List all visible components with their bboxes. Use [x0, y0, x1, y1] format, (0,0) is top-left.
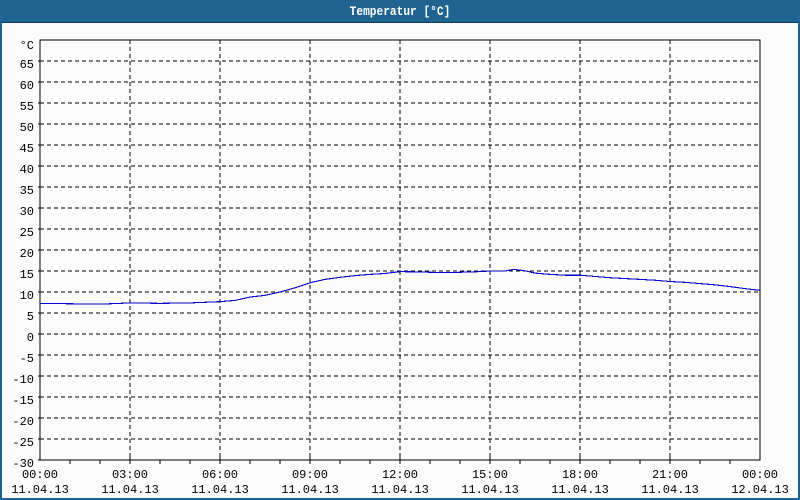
svg-text:40: 40	[20, 163, 34, 177]
svg-text:60: 60	[20, 79, 34, 93]
svg-text:5: 5	[27, 310, 34, 324]
svg-text:11.04.13: 11.04.13	[551, 483, 609, 497]
svg-text:11.04.13: 11.04.13	[101, 483, 159, 497]
svg-text:15: 15	[20, 268, 34, 282]
svg-text:15:00: 15:00	[472, 468, 508, 482]
svg-text:11.04.13: 11.04.13	[191, 483, 249, 497]
svg-text:45: 45	[20, 142, 34, 156]
svg-text:09:00: 09:00	[292, 468, 328, 482]
svg-text:03:00: 03:00	[112, 468, 148, 482]
svg-text:0: 0	[27, 331, 34, 345]
svg-text:10: 10	[20, 289, 34, 303]
svg-text:21:00: 21:00	[652, 468, 688, 482]
svg-text:25: 25	[20, 226, 34, 240]
svg-text:-25: -25	[12, 436, 34, 450]
svg-text:11.04.13: 11.04.13	[281, 483, 339, 497]
svg-text:65: 65	[20, 58, 34, 72]
svg-text:50: 50	[20, 121, 34, 135]
svg-text:11.04.13: 11.04.13	[461, 483, 519, 497]
svg-text:30: 30	[20, 205, 34, 219]
svg-text:11.04.13: 11.04.13	[371, 483, 429, 497]
svg-text:-15: -15	[12, 394, 34, 408]
svg-text:°C: °C	[20, 39, 34, 53]
svg-text:18:00: 18:00	[562, 468, 598, 482]
svg-text:20: 20	[20, 247, 34, 261]
svg-text:-20: -20	[12, 415, 34, 429]
svg-text:-5: -5	[20, 352, 34, 366]
svg-text:-10: -10	[12, 373, 34, 387]
svg-text:11.04.13: 11.04.13	[641, 483, 699, 497]
svg-text:12.04.13: 12.04.13	[731, 483, 789, 497]
svg-text:55: 55	[20, 100, 34, 114]
svg-text:06:00: 06:00	[202, 468, 238, 482]
svg-text:00:00: 00:00	[742, 468, 778, 482]
svg-text:12:00: 12:00	[382, 468, 418, 482]
svg-text:11.04.13: 11.04.13	[11, 483, 69, 497]
svg-text:35: 35	[20, 184, 34, 198]
svg-text:00:00: 00:00	[22, 468, 58, 482]
